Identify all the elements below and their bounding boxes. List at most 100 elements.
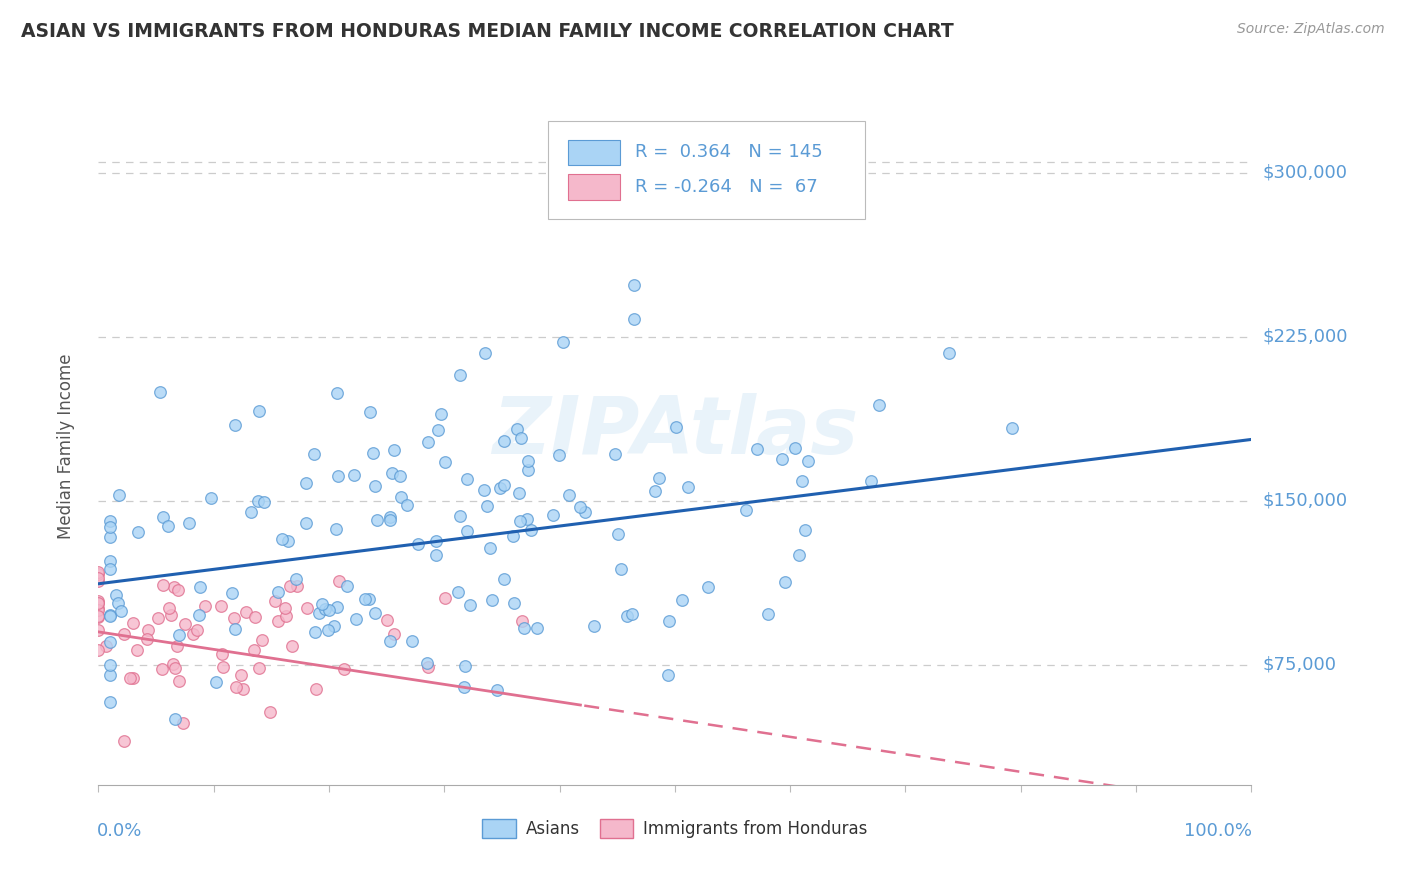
Point (107, 596, 129, 610)
Point (224, 610, 246, 624)
Point (938, 345, 960, 359)
Point (98, 695, 121, 709)
Point (357, 591, 380, 606)
Point (267, 585, 290, 599)
Point (98, 514, 121, 528)
Point (287, 579, 309, 593)
Point (502, 596, 524, 610)
Point (267, 615, 290, 629)
Text: $225,000: $225,000 (1263, 327, 1348, 346)
Point (474, 346, 496, 360)
Point (122, 615, 145, 630)
Point (391, 490, 413, 504)
Point (163, 661, 186, 675)
Point (509, 515, 531, 529)
Point (87, 610, 110, 624)
Point (98, 657, 121, 672)
Text: 100.0%: 100.0% (1184, 822, 1253, 840)
Point (427, 423, 450, 437)
Point (326, 385, 349, 400)
Point (456, 472, 478, 486)
Point (606, 527, 628, 541)
Point (87, 571, 110, 585)
Point (336, 579, 359, 593)
Point (127, 525, 149, 540)
Point (281, 639, 304, 653)
Point (294, 516, 316, 531)
Point (107, 488, 129, 502)
Point (734, 503, 756, 517)
Point (785, 441, 807, 455)
Point (211, 647, 233, 661)
Point (425, 533, 447, 548)
Point (98, 607, 121, 622)
Point (381, 466, 404, 480)
Point (676, 480, 699, 494)
Point (416, 656, 439, 670)
Point (425, 548, 447, 562)
Point (98, 562, 121, 576)
Point (472, 483, 495, 498)
Point (98, 609, 121, 624)
Point (382, 626, 405, 640)
Point (380, 513, 402, 527)
Point (245, 610, 267, 624)
Point (543, 508, 565, 523)
Point (318, 602, 340, 616)
Point (361, 446, 384, 460)
Point (671, 593, 693, 607)
Point (149, 385, 172, 400)
Point (225, 680, 247, 694)
Point (380, 509, 402, 524)
Point (520, 523, 543, 537)
Point (259, 705, 281, 719)
Point (510, 614, 533, 628)
Point (512, 621, 534, 635)
Point (167, 673, 190, 688)
Point (516, 463, 538, 477)
Point (305, 681, 328, 696)
Point (623, 278, 645, 293)
Point (162, 657, 184, 672)
Point (87, 609, 110, 624)
Point (434, 591, 457, 605)
FancyBboxPatch shape (568, 174, 620, 200)
Point (328, 574, 350, 588)
Point (104, 589, 127, 603)
Point (274, 609, 297, 624)
Point (380, 634, 402, 648)
Point (302, 447, 325, 461)
Point (232, 682, 254, 697)
Point (623, 311, 645, 326)
Point (87, 643, 110, 657)
Point (146, 611, 169, 625)
Point (284, 572, 307, 586)
Point (209, 599, 232, 614)
Point (87, 566, 110, 581)
Point (453, 680, 475, 694)
Point (121, 671, 143, 685)
Point (658, 615, 681, 629)
Point (114, 627, 136, 641)
Point (87, 594, 110, 608)
Point (568, 500, 591, 514)
FancyBboxPatch shape (568, 139, 620, 165)
Text: ZIPAtlas: ZIPAtlas (492, 393, 858, 472)
Point (98, 667, 121, 681)
Point (326, 600, 349, 615)
Point (364, 607, 387, 621)
Point (304, 624, 326, 639)
Point (516, 512, 538, 526)
Point (492, 434, 515, 449)
Point (98, 520, 121, 534)
FancyBboxPatch shape (548, 120, 865, 219)
Text: Source: ZipAtlas.com: Source: ZipAtlas.com (1237, 22, 1385, 37)
Point (98, 530, 121, 544)
Point (247, 403, 270, 417)
Point (136, 632, 159, 646)
Point (118, 671, 141, 685)
Point (644, 483, 666, 498)
Point (502, 529, 524, 543)
Legend: Asians, Immigrants from Honduras: Asians, Immigrants from Honduras (475, 812, 875, 845)
Point (87, 602, 110, 616)
